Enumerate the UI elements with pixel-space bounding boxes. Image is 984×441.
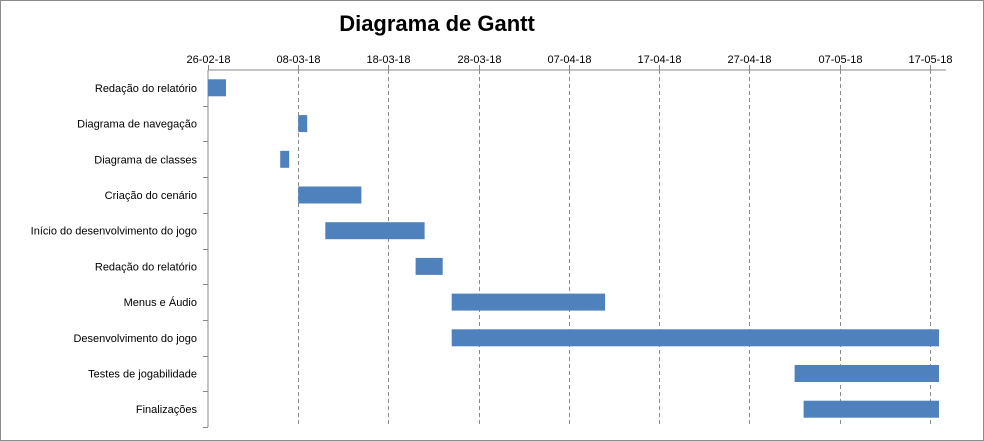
category-label: Início do desenvolvimento do jogo: [31, 226, 197, 238]
task-bar: [415, 257, 443, 275]
x-tick-label: 28-03-18: [457, 54, 501, 66]
task-bar: [325, 222, 425, 240]
category-label: Finalizações: [136, 404, 198, 416]
category-label: Diagrama de navegação: [77, 119, 197, 131]
category-label: Diagrama de classes: [94, 154, 197, 166]
x-tick-label: 27-04-18: [727, 54, 771, 66]
category-label: Criação do cenário: [105, 190, 197, 202]
task-bar: [298, 115, 308, 133]
x-tick-label: 18-03-18: [366, 54, 410, 66]
x-tick-label: 17-04-18: [637, 54, 681, 66]
task-bar: [451, 329, 939, 347]
x-tick-label: 07-05-18: [818, 54, 862, 66]
task-bar: [451, 293, 606, 311]
category-label: Desenvolvimento do jogo: [73, 333, 197, 345]
task-bars: [208, 79, 939, 418]
chart-title: Diagrama de Gantt: [339, 11, 535, 36]
category-label: Redação do relatório: [95, 83, 197, 95]
x-tick-label: 17-05-18: [908, 54, 952, 66]
task-bar: [803, 400, 939, 418]
x-tick-label: 07-04-18: [547, 54, 591, 66]
x-tick-label: 26-02-18: [186, 54, 230, 66]
task-bar: [208, 79, 226, 97]
gridlines: [298, 70, 931, 427]
task-bar: [280, 150, 290, 168]
task-bar: [794, 365, 939, 382]
category-label: Menus e Áudio: [124, 296, 197, 309]
category-label: Redação do relatório: [95, 261, 197, 273]
x-tick-label: 08-03-18: [276, 54, 320, 66]
category-label: Testes de jogabilidade: [88, 368, 197, 380]
task-bar: [298, 186, 362, 204]
category-labels: Redação do relatório Diagrama de navegaçã…: [31, 83, 198, 416]
axes: 26-02-18 08-03-18 18-03-18 28-03-18 07-04-18…: [186, 54, 953, 428]
